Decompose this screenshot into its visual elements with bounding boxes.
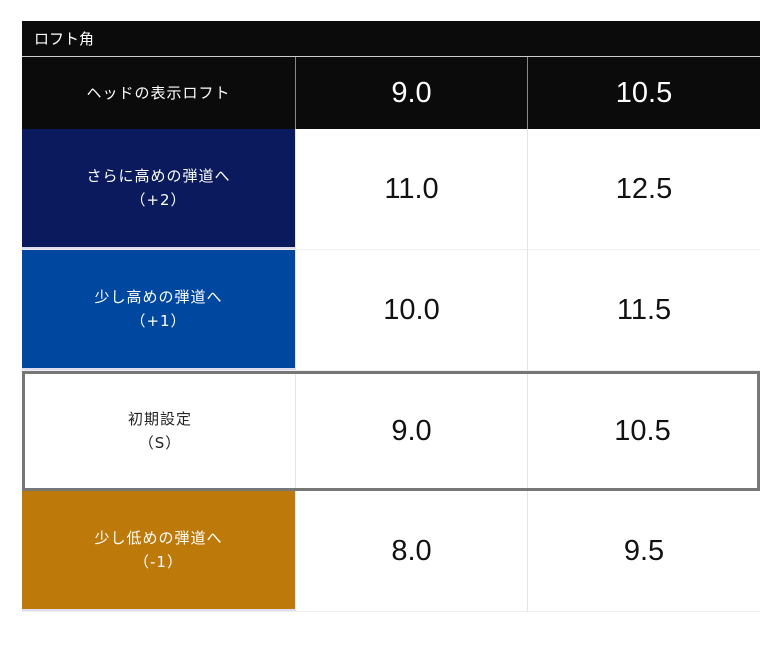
header-label-text: ヘッドの表示ロフト <box>86 84 231 102</box>
header-cell: 10.5 <box>527 57 760 129</box>
row-label: さらに高めの弾道へ （+2） <box>22 129 295 249</box>
header-label: ヘッドの表示ロフト <box>22 57 295 129</box>
header-value: 9.0 <box>391 76 432 109</box>
header-row: ヘッドの表示ロフト 9.0 10.5 <box>22 57 760 129</box>
row-label: 初期設定 （S） <box>25 374 295 488</box>
header-value: 10.5 <box>615 76 673 109</box>
row-label-text: 初期設定 <box>127 410 192 428</box>
row-code: （-1） <box>134 553 183 571</box>
table-row: さらに高めの弾道へ （+2） 11.0 12.5 <box>22 129 760 250</box>
header-cell: 9.0 <box>295 57 527 129</box>
table-row: 少し低めの弾道へ （-1） 8.0 9.5 <box>22 491 760 612</box>
row-label: 少し低めの弾道へ （-1） <box>22 491 295 611</box>
cell-value: 11.5 <box>616 293 672 326</box>
table-title: ロフト角 <box>22 21 760 57</box>
row-label-text: 少し低めの弾道へ <box>94 529 223 547</box>
cell-value: 9.5 <box>623 534 665 567</box>
table-cell: 10.5 <box>527 374 757 488</box>
cell-value: 12.5 <box>615 172 673 205</box>
cell-value: 10.0 <box>383 293 440 326</box>
row-code: （+2） <box>130 191 187 209</box>
row-code: （S） <box>138 434 182 452</box>
table-cell: 12.5 <box>527 129 760 249</box>
cell-value: 10.5 <box>614 414 671 447</box>
row-label-text: さらに高めの弾道へ <box>86 167 231 185</box>
table-cell: 9.5 <box>527 491 760 611</box>
table-cell: 9.0 <box>295 374 527 488</box>
row-label: 少し高めの弾道へ （+1） <box>22 250 295 370</box>
table-cell: 10.0 <box>295 250 527 370</box>
cell-value: 11.0 <box>384 172 439 205</box>
cell-value: 8.0 <box>391 534 432 567</box>
table-cell: 8.0 <box>295 491 527 611</box>
table-row-default: 初期設定 （S） 9.0 10.5 <box>22 371 760 491</box>
table-cell: 11.0 <box>295 129 527 249</box>
row-label-text: 少し高めの弾道へ <box>94 288 223 306</box>
row-code: （+1） <box>130 312 187 330</box>
table-row: 少し高めの弾道へ （+1） 10.0 11.5 <box>22 250 760 371</box>
loft-table: ロフト角 ヘッドの表示ロフト 9.0 10.5 さらに高めの弾道へ （+2） 11… <box>22 21 760 612</box>
table-cell: 11.5 <box>527 250 760 370</box>
cell-value: 9.0 <box>391 414 432 447</box>
